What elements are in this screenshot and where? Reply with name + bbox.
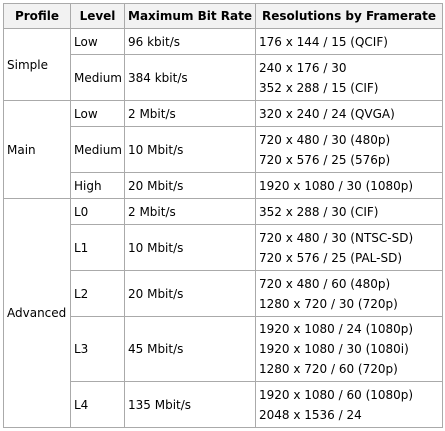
bitrate-cell: 45 Mbit/s [124,316,256,382]
header-max-bit-rate: Maximum Bit Rate [124,3,256,29]
table-row: L4 135 Mbit/s 1920 x 1080 / 60 (1080p) 2… [4,381,443,428]
resolution-line: 320 x 240 / 24 (QVGA) [259,106,395,121]
bitrate-cell: 135 Mbit/s [124,381,256,428]
resolution-cell: 1920 x 1080 / 60 (1080p) 2048 x 1536 / 2… [255,381,443,428]
resolution-line: 1920 x 1080 / 30 (1080p) [259,178,414,193]
header-row: Profile Level Maximum Bit Rate Resolutio… [3,3,443,29]
resolution-line: 1280 x 720 / 30 (720p) [259,296,398,311]
resolution-cell: 720 x 480 / 30 (480p) 720 x 576 / 25 (57… [255,126,443,173]
resolution-line: 720 x 480 / 30 (480p) [259,132,391,147]
resolution-cell: 720 x 480 / 60 (480p) 1280 x 720 / 30 (7… [255,270,443,317]
resolution-line: 176 x 144 / 15 (QCIF) [259,34,388,49]
resolution-line: 720 x 576 / 25 (576p) [259,152,391,167]
table-row: Medium 384 kbit/s 240 x 176 / 30 352 x 2… [4,54,443,101]
resolution-cell: 1920 x 1080 / 24 (1080p) 1920 x 1080 / 3… [255,316,443,382]
table-row: L3 45 Mbit/s 1920 x 1080 / 24 (1080p) 19… [4,316,443,382]
table-row: Advanced L0 2 Mbit/s 352 x 288 / 30 (CIF… [3,198,443,428]
bitrate-cell: 20 Mbit/s [124,172,256,199]
bitrate-cell: 20 Mbit/s [124,270,256,317]
resolution-line: 2048 x 1536 / 24 [259,407,362,422]
level-cell: L3 [70,316,125,382]
profile-cell-advanced: Advanced [3,198,71,428]
resolution-cell: 352 x 288 / 30 (CIF) [255,198,443,225]
resolution-line: 720 x 480 / 30 (NTSC-SD) [259,230,414,245]
resolution-line: 720 x 480 / 60 (480p) [259,276,391,291]
level-cell: L2 [70,270,125,317]
table-row: Main Low 2 Mbit/s 320 x 240 / 24 (QVGA) [3,100,443,199]
header-level: Level [70,3,125,29]
resolution-line: 1920 x 1080 / 30 (1080i) [259,342,409,356]
resolution-line: 1280 x 720 / 60 (720p) [259,362,398,376]
table-row: High 20 Mbit/s 1920 x 1080 / 30 (1080p) [4,172,443,199]
level-cell: Medium [70,126,125,173]
table-row: Simple Low 96 kbit/s 176 x 144 / 15 (QCI… [3,28,443,101]
profiles-table: Profile Level Maximum Bit Rate Resolutio… [3,3,443,428]
resolution-line: 1920 x 1080 / 60 (1080p) [259,387,414,402]
resolution-line: 352 x 288 / 30 (CIF) [259,204,379,219]
bitrate-cell: 10 Mbit/s [124,126,256,173]
header-resolutions: Resolutions by Framerate [255,3,443,29]
level-cell: High [70,172,125,199]
resolution-cell: 720 x 480 / 30 (NTSC-SD) 720 x 576 / 25 … [255,224,443,271]
bitrate-cell: 10 Mbit/s [124,224,256,271]
table-row: L2 20 Mbit/s 720 x 480 / 60 (480p) 1280 … [4,270,443,317]
header-profile: Profile [3,3,71,29]
profile-cell-simple: Simple [3,28,71,101]
level-cell: Low [70,28,125,55]
bitrate-cell: 384 kbit/s [124,54,256,101]
level-cell: Low [70,100,125,127]
bitrate-cell: 2 Mbit/s [124,100,256,127]
bitrate-cell: 96 kbit/s [124,28,256,55]
bitrate-cell: 2 Mbit/s [124,198,256,225]
table-row: Medium 10 Mbit/s 720 x 480 / 30 (480p) 7… [4,126,443,173]
level-cell: L0 [70,198,125,225]
level-cell: L1 [70,224,125,271]
profile-cell-main: Main [3,100,71,199]
resolution-line: 240 x 176 / 30 [259,60,347,75]
resolution-line: 720 x 576 / 25 (PAL-SD) [259,250,402,265]
resolution-line: 1920 x 1080 / 24 (1080p) [259,322,414,336]
level-cell: Medium [70,54,125,101]
resolution-cell: 1920 x 1080 / 30 (1080p) [255,172,443,199]
resolution-cell: 320 x 240 / 24 (QVGA) [255,100,443,127]
resolution-line: 352 x 288 / 15 (CIF) [259,80,379,95]
resolution-cell: 240 x 176 / 30 352 x 288 / 15 (CIF) [255,54,443,101]
level-cell: L4 [70,381,125,428]
resolution-cell: 176 x 144 / 15 (QCIF) [255,28,443,55]
